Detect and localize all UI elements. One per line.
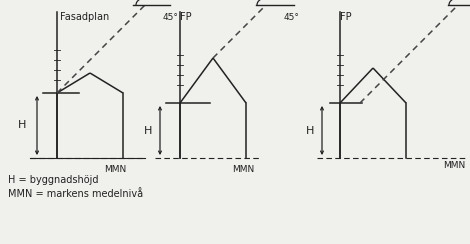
Text: H: H xyxy=(144,125,152,135)
Text: MMN: MMN xyxy=(104,165,126,174)
Text: H: H xyxy=(306,125,314,135)
Text: MMN: MMN xyxy=(443,161,465,170)
Text: 45°: 45° xyxy=(163,13,179,22)
Text: H = byggnadshöjd: H = byggnadshöjd xyxy=(8,175,99,185)
Text: MMN = markens medelnivå: MMN = markens medelnivå xyxy=(8,189,143,199)
Text: Fasadplan: Fasadplan xyxy=(60,12,109,22)
Text: FP: FP xyxy=(340,12,352,22)
Text: FP: FP xyxy=(180,12,192,22)
Text: 45°: 45° xyxy=(284,13,300,22)
Text: MMN: MMN xyxy=(232,165,254,174)
Text: H: H xyxy=(18,121,26,131)
